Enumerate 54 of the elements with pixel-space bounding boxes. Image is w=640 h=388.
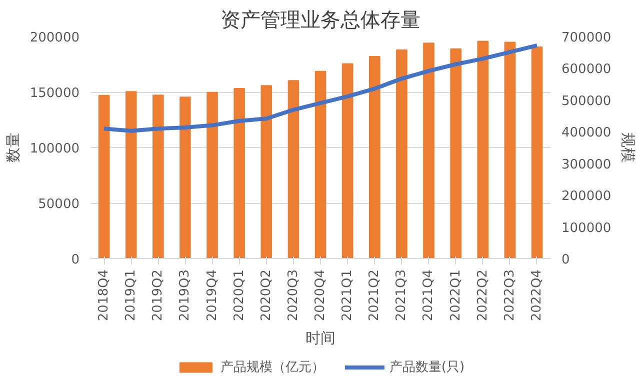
bar xyxy=(260,85,272,258)
y-tick-label: 200000 xyxy=(30,30,80,46)
x-tick-label: 2021Q4 xyxy=(421,269,436,322)
x-tick-label: 2021Q3 xyxy=(394,269,410,322)
bar xyxy=(180,96,191,258)
bar xyxy=(342,63,354,258)
bar xyxy=(125,91,137,258)
x-tick-label: 2021Q1 xyxy=(340,269,356,322)
y2-tick-label: 600000 xyxy=(562,62,612,78)
bar xyxy=(98,94,110,258)
x-tick-label: 2019Q3 xyxy=(178,269,193,322)
legend-label: 产品规模（亿元） xyxy=(220,359,324,376)
bar xyxy=(423,42,434,258)
x-tick-label: 2020Q1 xyxy=(232,269,247,322)
bar xyxy=(152,94,164,258)
bar xyxy=(396,49,408,258)
y-tick-label: 100000 xyxy=(30,142,80,156)
legend-label: 产品数量(只) xyxy=(389,359,465,376)
bar xyxy=(477,40,488,258)
bar xyxy=(234,88,245,258)
bar xyxy=(504,42,516,258)
y2-axis-title: 规模 xyxy=(619,132,638,162)
x-axis-title: 时间 xyxy=(306,329,336,348)
bar xyxy=(206,92,218,258)
bar xyxy=(368,56,380,258)
x-tick-label: 2022Q1 xyxy=(448,269,464,322)
x-tick-label: 2019Q2 xyxy=(150,269,166,322)
bar xyxy=(450,48,462,258)
x-tick-label: 2020Q2 xyxy=(258,269,274,322)
x-tick-label: 2021Q2 xyxy=(367,269,382,322)
bar xyxy=(314,70,326,258)
y2-tick-label: 700000 xyxy=(562,30,612,46)
x-tick-label: 2022Q2 xyxy=(475,269,490,322)
x-tick-label: 2020Q4 xyxy=(313,269,328,322)
bar xyxy=(288,80,300,258)
y-axis-title: 数量 xyxy=(4,132,22,162)
x-tick-label: 2020Q3 xyxy=(286,269,301,322)
line-series xyxy=(102,43,539,133)
x-tick-label: 2022Q4 xyxy=(529,269,544,322)
y2-tick-label: 200000 xyxy=(562,189,612,204)
x-tick-label: 2019Q4 xyxy=(204,269,220,322)
y2-tick-label: 300000 xyxy=(562,157,612,172)
y-tick-label: 0 xyxy=(71,252,80,268)
x-tick-label: 2019Q1 xyxy=(124,269,139,322)
chart-title: 资产管理业务总体存量 xyxy=(220,8,420,32)
y2-tick-label: 100000 xyxy=(562,220,612,236)
x-tick-label: 2022Q3 xyxy=(502,269,518,322)
y-tick-label: 150000 xyxy=(30,86,80,101)
x-tick-label: 2018Q4 xyxy=(96,269,112,322)
bar xyxy=(531,46,543,258)
y2-tick-label: 500000 xyxy=(562,94,612,109)
y2-tick-label: 400000 xyxy=(562,126,612,141)
y2-tick-label: 0 xyxy=(562,252,570,268)
y-tick-label: 50000 xyxy=(38,197,80,212)
